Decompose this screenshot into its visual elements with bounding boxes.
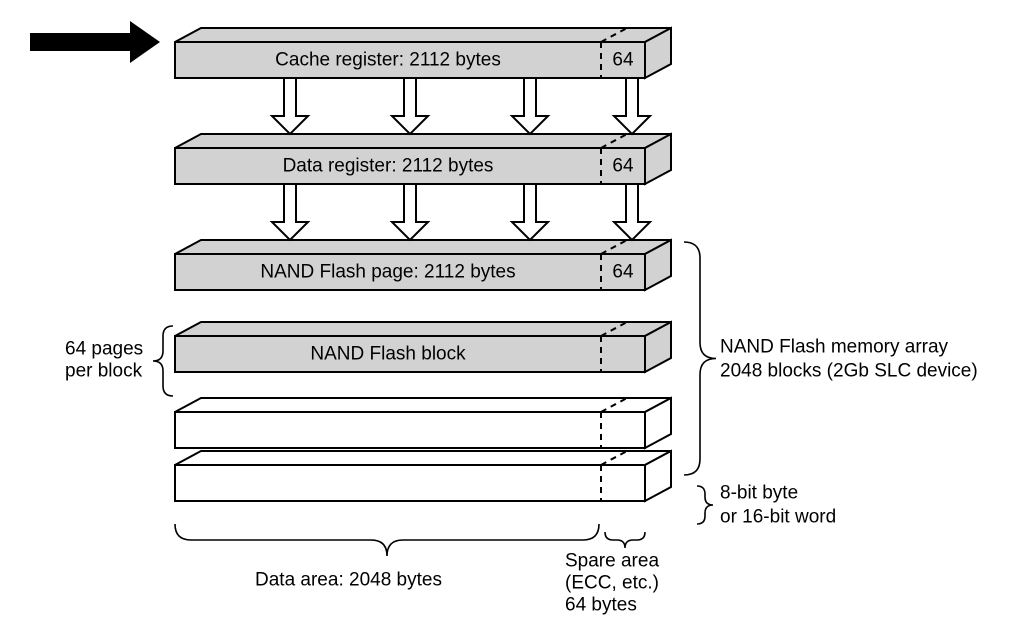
down-arrow <box>392 184 428 240</box>
down-arrow <box>512 78 548 134</box>
slab-label-block1: NAND Flash block <box>310 344 466 365</box>
label-spare-area: 64 bytes <box>565 595 637 616</box>
label-memory-array: NAND Flash memory array <box>720 337 949 358</box>
down-arrow <box>614 184 650 240</box>
slab-block3 <box>175 451 671 501</box>
slab-spare-label-cache: 64 <box>612 50 634 71</box>
label-pages-per-block: 64 pages <box>65 339 143 360</box>
down-arrow <box>614 78 650 134</box>
slab-label-data: Data register: 2112 bytes <box>283 156 494 177</box>
slab-cache: Cache register: 2112 bytes 64 <box>175 28 671 78</box>
down-arrow <box>392 78 428 134</box>
brace <box>684 242 716 475</box>
down-arrow <box>272 78 308 134</box>
label-bit-width: 8-bit byte <box>720 483 798 504</box>
slab-page: NAND Flash page: 2112 bytes 64 <box>175 240 671 290</box>
slab-spare-label-page: 64 <box>612 262 634 283</box>
label-spare-area: (ECC, etc.) <box>565 573 659 594</box>
label-memory-array: 2048 blocks (2Gb SLC device) <box>720 361 978 382</box>
brace <box>175 524 599 556</box>
input-arrow <box>30 21 160 63</box>
brace <box>697 486 713 524</box>
down-arrow <box>272 184 308 240</box>
label-spare-area: Spare area <box>565 551 659 572</box>
slab-label-cache: Cache register: 2112 bytes <box>275 50 501 71</box>
label-pages-per-block: per block <box>65 361 143 382</box>
slab-spare-label-data: 64 <box>612 156 634 177</box>
brace <box>605 532 645 548</box>
label-bit-width: or 16-bit word <box>720 507 836 528</box>
brace <box>153 326 173 396</box>
slab-label-page: NAND Flash page: 2112 bytes <box>260 262 515 283</box>
slab-data: Data register: 2112 bytes 64 <box>175 134 671 184</box>
slab-block1: NAND Flash block <box>175 322 671 372</box>
slab-block2 <box>175 398 671 448</box>
label-data-area: Data area: 2048 bytes <box>255 570 442 591</box>
down-arrow <box>512 184 548 240</box>
